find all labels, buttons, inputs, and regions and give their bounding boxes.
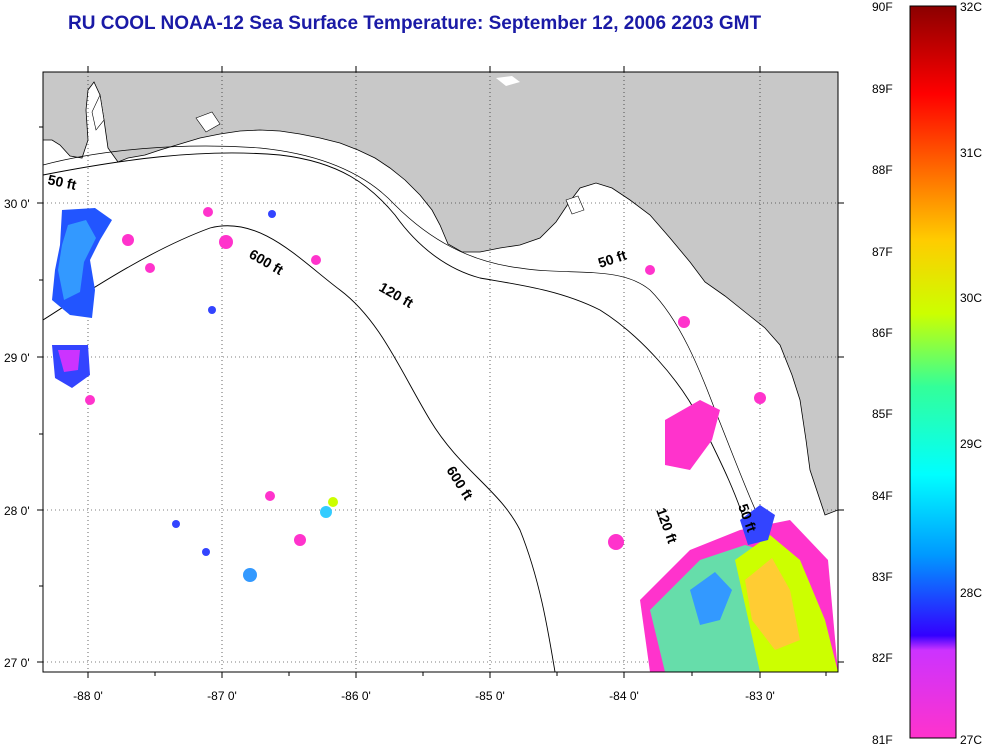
- page-title: RU COOL NOAA-12 Sea Surface Temperature:…: [68, 13, 762, 34]
- color-bar: [909, 5, 957, 739]
- cbar-c-28: 28C: [960, 586, 982, 600]
- cbar-f-88: 88F: [872, 163, 893, 177]
- lon-label-83: -83 0': [745, 689, 775, 703]
- grid-lines: [43, 72, 838, 672]
- cbar-c-31: 31C: [960, 146, 982, 160]
- depth-label-50ft-west: 50 ft: [46, 171, 78, 193]
- cbar-c-30: 30C: [960, 291, 982, 305]
- sst-patches: [52, 207, 838, 672]
- lon-label-85: -85 0': [475, 689, 505, 703]
- cbar-f-87: 87F: [872, 245, 893, 259]
- cbar-f-84: 84F: [872, 489, 893, 503]
- cbar-f-81: 81F: [872, 733, 893, 747]
- cbar-f-86: 86F: [872, 326, 893, 340]
- lon-label-88: -88 0': [73, 689, 103, 703]
- cbar-c-27: 27C: [960, 733, 982, 747]
- lon-label-87: -87 0': [207, 689, 237, 703]
- lat-label-28: 28 0': [4, 504, 30, 518]
- cbar-c-32: 32C: [960, 0, 982, 14]
- cbar-c-29: 29C: [960, 437, 982, 451]
- contour-50ft: [43, 145, 761, 521]
- contour-600ft: [43, 225, 556, 672]
- cbar-f-82: 82F: [872, 651, 893, 665]
- cbar-f-89: 89F: [872, 82, 893, 96]
- cbar-f-83: 83F: [872, 570, 893, 584]
- tick-marks: [37, 66, 844, 678]
- cbar-f-90: 90F: [872, 0, 893, 14]
- lat-label-30: 30 0': [4, 197, 30, 211]
- lon-label-84: -84 0': [609, 689, 639, 703]
- lon-label-86: -86 0': [341, 689, 371, 703]
- cbar-f-85: 85F: [872, 407, 893, 421]
- lat-label-27: 27 0': [4, 656, 30, 670]
- lat-label-29: 29 0': [4, 351, 30, 365]
